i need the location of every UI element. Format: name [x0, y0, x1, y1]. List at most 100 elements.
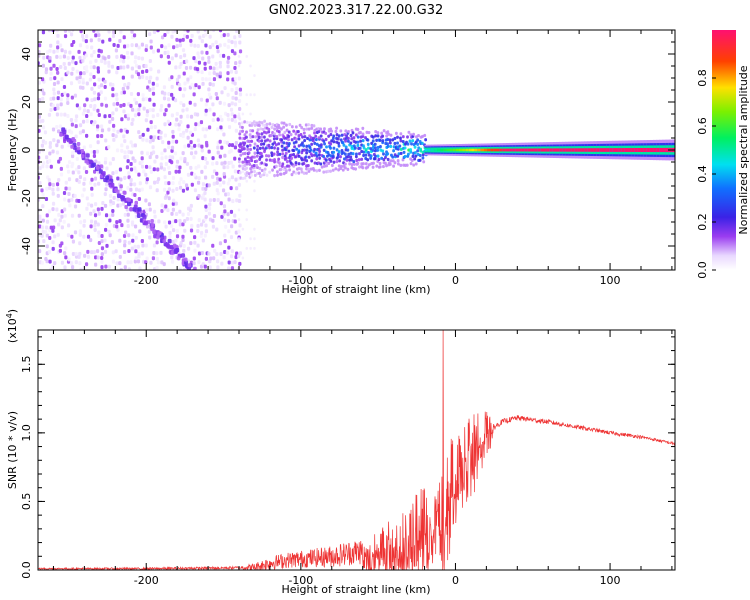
- heatmap-cell: [74, 124, 78, 129]
- heatmap-cell: [332, 134, 336, 138]
- carrier-band-segment: [646, 147, 651, 153]
- heatmap-cell: [359, 139, 363, 143]
- heatmap-cell: [364, 148, 368, 152]
- heatmap-cell: [67, 30, 72, 33]
- heatmap-cell: [310, 142, 314, 146]
- carrier-band-segment: [602, 148, 607, 152]
- heatmap-cell: [67, 143, 71, 148]
- heatmap-cell: [56, 232, 60, 237]
- carrier-band-segment: [505, 148, 510, 152]
- heatmap-cell: [208, 82, 212, 87]
- heatmap-cell: [326, 151, 330, 155]
- heatmap-cell: [227, 218, 231, 223]
- heatmap-cell: [159, 104, 164, 109]
- heatmap-cell: [170, 255, 174, 260]
- heatmap-cell: [38, 214, 42, 219]
- heatmap-cell: [223, 233, 227, 238]
- heatmap-cell: [77, 149, 82, 155]
- heatmap-cell: [207, 251, 211, 256]
- heatmap-cell: [66, 70, 70, 75]
- heatmap-cell: [134, 169, 138, 174]
- snr-frame: [37, 329, 676, 571]
- heatmap-cell: [227, 229, 231, 234]
- heatmap-cell: [70, 122, 74, 127]
- heatmap-cell: [179, 241, 183, 246]
- heatmap-cell: [63, 251, 67, 256]
- heatmap-cell: [418, 158, 422, 162]
- heatmap-cell: [100, 239, 104, 244]
- heatmap-cell: [212, 256, 216, 261]
- heatmap-cell: [121, 59, 126, 64]
- heatmap-cell: [302, 131, 306, 135]
- heatmap-cell: [253, 173, 257, 177]
- heatmap-cell: [111, 201, 116, 206]
- carrier-band-segment: [424, 148, 429, 152]
- heatmap-cell: [322, 154, 325, 159]
- heatmap-cell: [306, 163, 310, 168]
- heatmap-cell: [67, 177, 72, 182]
- heatmap-cell: [172, 198, 176, 203]
- heatmap-cell: [253, 142, 257, 146]
- heatmap-cell: [338, 159, 342, 163]
- heatmap-cell: [85, 114, 89, 119]
- heatmap-cell: [354, 140, 358, 144]
- heatmap-cell: [366, 158, 370, 162]
- heatmap-cell: [45, 213, 49, 218]
- heatmap-cell: [114, 170, 119, 175]
- heatmap-cell: [59, 97, 63, 102]
- heatmap-cell: [319, 143, 323, 147]
- heatmap-cell: [70, 144, 74, 149]
- heatmap-cell: [416, 149, 420, 153]
- heatmap-cell: [144, 64, 148, 69]
- heatmap-cell: [192, 56, 196, 61]
- heatmap-cell: [248, 133, 252, 137]
- heatmap-cell: [422, 160, 426, 164]
- heatmap-cell: [213, 248, 217, 253]
- heatmap-cell: [134, 256, 138, 261]
- heatmap-cell: [53, 76, 57, 81]
- heatmap-cell: [103, 56, 107, 61]
- heatmap-cell: [223, 42, 227, 47]
- heatmap-cell: [152, 102, 156, 107]
- heatmap-cell: [233, 145, 237, 150]
- heatmap-cell: [179, 55, 183, 60]
- heatmap-cell: [329, 154, 333, 158]
- heatmap-cell: [177, 82, 182, 87]
- heatmap-cell: [287, 134, 291, 139]
- heatmap-cell: [223, 239, 227, 244]
- heatmap-cell: [277, 130, 281, 134]
- heatmap-cell: [285, 128, 289, 132]
- heatmap-cell: [361, 126, 365, 130]
- carrier-band-segment: [581, 148, 585, 152]
- heatmap-cell: [92, 250, 96, 255]
- heatmap-cell: [170, 113, 175, 118]
- heatmap-cell: [350, 158, 353, 162]
- heatmap-cell: [73, 204, 78, 209]
- heatmap-cell: [230, 224, 234, 229]
- carrier-band-segment: [628, 148, 632, 152]
- heatmap-cell: [382, 164, 385, 169]
- carrier-band-segment: [612, 148, 617, 152]
- heatmap-cell: [63, 66, 67, 71]
- heatmap-cell: [93, 182, 97, 187]
- heatmap-cell: [111, 157, 115, 162]
- heatmap-cell: [137, 252, 141, 257]
- heatmap-cell: [297, 166, 301, 171]
- heatmap-cell: [265, 173, 269, 177]
- heatmap-cell: [84, 65, 89, 70]
- heatmap-cell: [359, 130, 362, 135]
- heatmap-cell: [100, 252, 104, 257]
- heatmap-cell: [323, 142, 326, 146]
- heatmap-cell: [116, 176, 120, 181]
- heatmap-cell: [337, 144, 341, 148]
- heatmap-cell: [227, 103, 231, 108]
- heatmap-cell: [327, 134, 331, 138]
- heatmap-cell: [163, 148, 167, 153]
- heatmap-cell: [164, 155, 168, 160]
- heatmap-cell: [376, 131, 380, 135]
- heatmap-cell: [412, 132, 415, 136]
- heatmap-cell: [123, 150, 127, 155]
- heatmap-cell: [233, 169, 238, 174]
- heatmap-cell: [389, 133, 393, 137]
- heatmap-cell: [218, 30, 223, 33]
